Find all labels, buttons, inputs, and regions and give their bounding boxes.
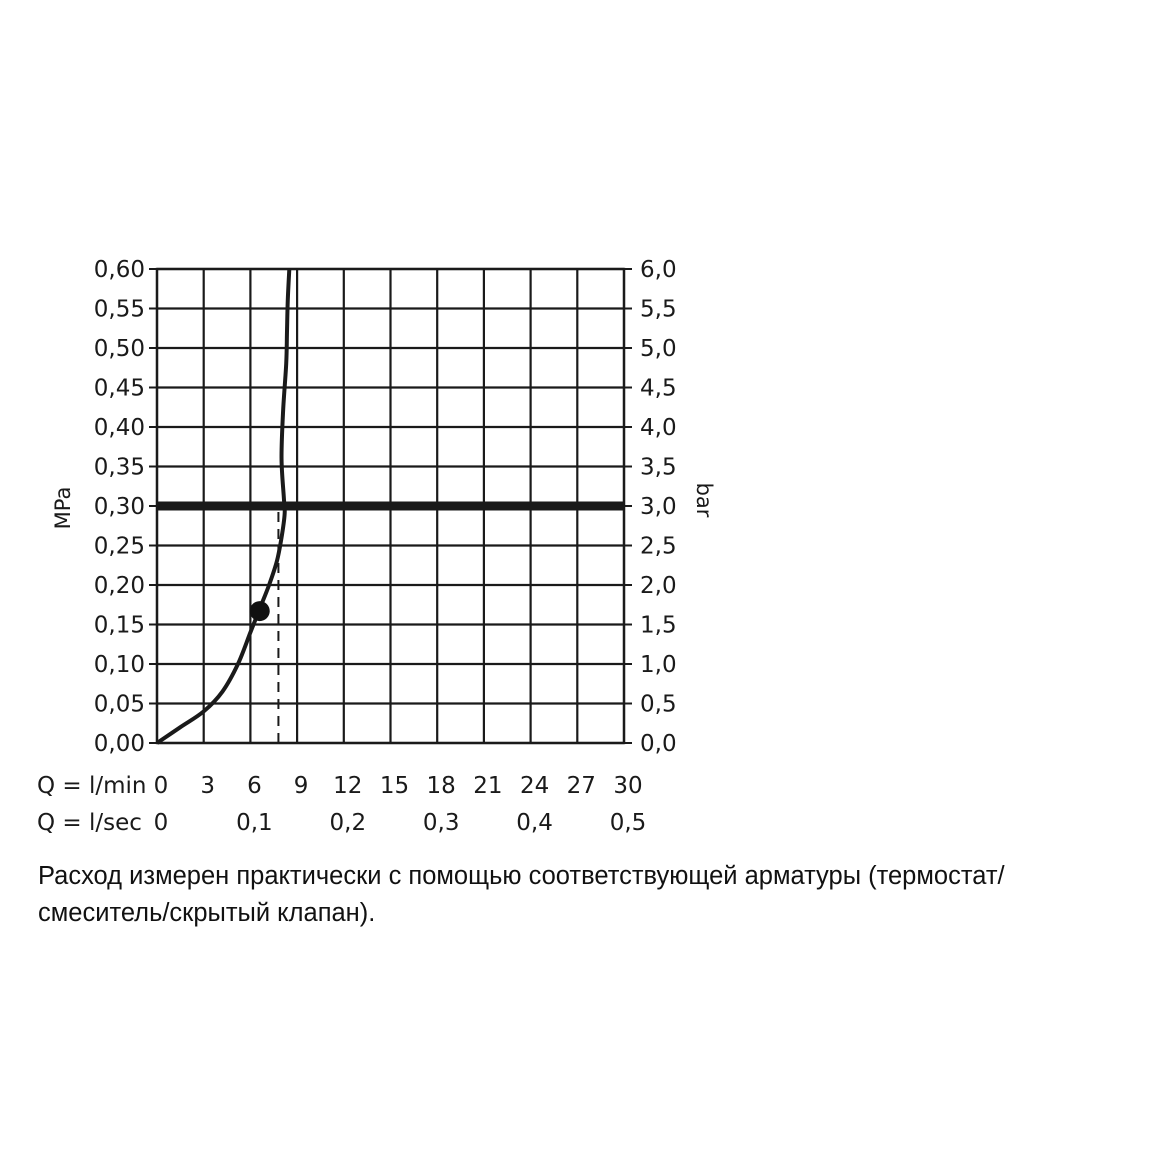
x-secondary-tick-label: 0 bbox=[154, 810, 169, 836]
x-secondary-tick-label: 0,3 bbox=[423, 810, 460, 836]
y-right-tick-label: 1,5 bbox=[640, 613, 677, 639]
y-right-tick-label: 2,5 bbox=[640, 534, 677, 560]
y-right-axis-label: bar bbox=[692, 483, 716, 518]
y-left-tick-label: 0,00 bbox=[94, 731, 145, 757]
x-tick-label: 27 bbox=[567, 773, 596, 799]
x-axis-label-lsec: Q = l/sec bbox=[37, 810, 142, 836]
x-tick-label: 9 bbox=[294, 773, 309, 799]
y-left-tick-label: 0,10 bbox=[94, 652, 145, 678]
y-left-tick-label: 0,15 bbox=[94, 613, 145, 639]
y-right-tick-label: 1,0 bbox=[640, 652, 677, 678]
caption-line-2: смеситель/скрытый клапан). bbox=[38, 899, 376, 927]
x-secondary-tick-label: 0,2 bbox=[330, 810, 367, 836]
y-left-tick-label: 0,05 bbox=[94, 692, 145, 718]
y-left-tick-label: 0,50 bbox=[94, 336, 145, 362]
x-tick-label: 21 bbox=[473, 773, 502, 799]
x-tick-label: 18 bbox=[427, 773, 456, 799]
tick-labels: 0 3 6 9 12 15 18 21 24 27 30 0 0,1 0,2 0,3 0,4 0,5 0,00 0,… bbox=[94, 257, 677, 836]
y-left-tick-label: 0,40 bbox=[94, 415, 145, 441]
y-right-tick-label: 0,5 bbox=[640, 692, 677, 718]
y-left-axis-label: MPa bbox=[51, 487, 75, 530]
x-tick-label: 6 bbox=[247, 773, 262, 799]
series-layer bbox=[155, 268, 624, 745]
axis-ticks bbox=[149, 268, 632, 744]
y-left-tick-label: 0,20 bbox=[94, 573, 145, 599]
y-right-tick-label: 5,5 bbox=[640, 297, 677, 323]
y-right-tick-label: 4,5 bbox=[640, 376, 677, 402]
y-left-tick-label: 0,45 bbox=[94, 376, 145, 402]
y-right-tick-label: 6,0 bbox=[640, 257, 677, 283]
y-right-tick-label: 3,0 bbox=[640, 494, 677, 520]
x-secondary-tick-label: 0,1 bbox=[236, 810, 273, 836]
y-right-tick-label: 4,0 bbox=[640, 415, 677, 441]
operating-point-marker bbox=[249, 601, 270, 622]
y-left-tick-label: 0,30 bbox=[94, 494, 145, 520]
x-tick-label: 3 bbox=[200, 773, 215, 799]
chart-caption: Расход измерен практически с помощью соо… bbox=[38, 858, 1148, 932]
y-right-tick-label: 2,0 bbox=[640, 573, 677, 599]
x-secondary-tick-label: 0,5 bbox=[610, 810, 647, 836]
y-right-tick-label: 0,0 bbox=[640, 731, 677, 757]
caption-line-1: Расход измерен практически с помощью соо… bbox=[38, 862, 1005, 890]
y-left-tick-label: 0,60 bbox=[94, 257, 145, 283]
y-right-tick-label: 3,5 bbox=[640, 455, 677, 481]
y-right-tick-label: 5,0 bbox=[640, 336, 677, 362]
x-tick-label: 30 bbox=[613, 773, 642, 799]
y-left-tick-label: 0,35 bbox=[94, 455, 145, 481]
y-left-tick-label: 0,55 bbox=[94, 297, 145, 323]
y-left-tick-label: 0,25 bbox=[94, 534, 145, 560]
flow-curve bbox=[155, 268, 292, 745]
x-secondary-tick-label: 0,4 bbox=[516, 810, 553, 836]
x-tick-label: 0 bbox=[154, 773, 169, 799]
x-tick-label: 12 bbox=[333, 773, 362, 799]
x-axis-label-lmin: Q = l/min bbox=[37, 773, 147, 799]
x-tick-label: 15 bbox=[380, 773, 409, 799]
x-tick-label: 24 bbox=[520, 773, 549, 799]
